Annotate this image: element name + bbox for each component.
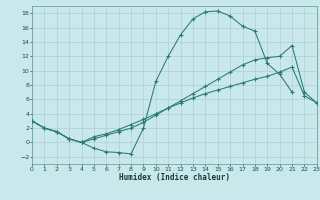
X-axis label: Humidex (Indice chaleur): Humidex (Indice chaleur) [119,173,230,182]
